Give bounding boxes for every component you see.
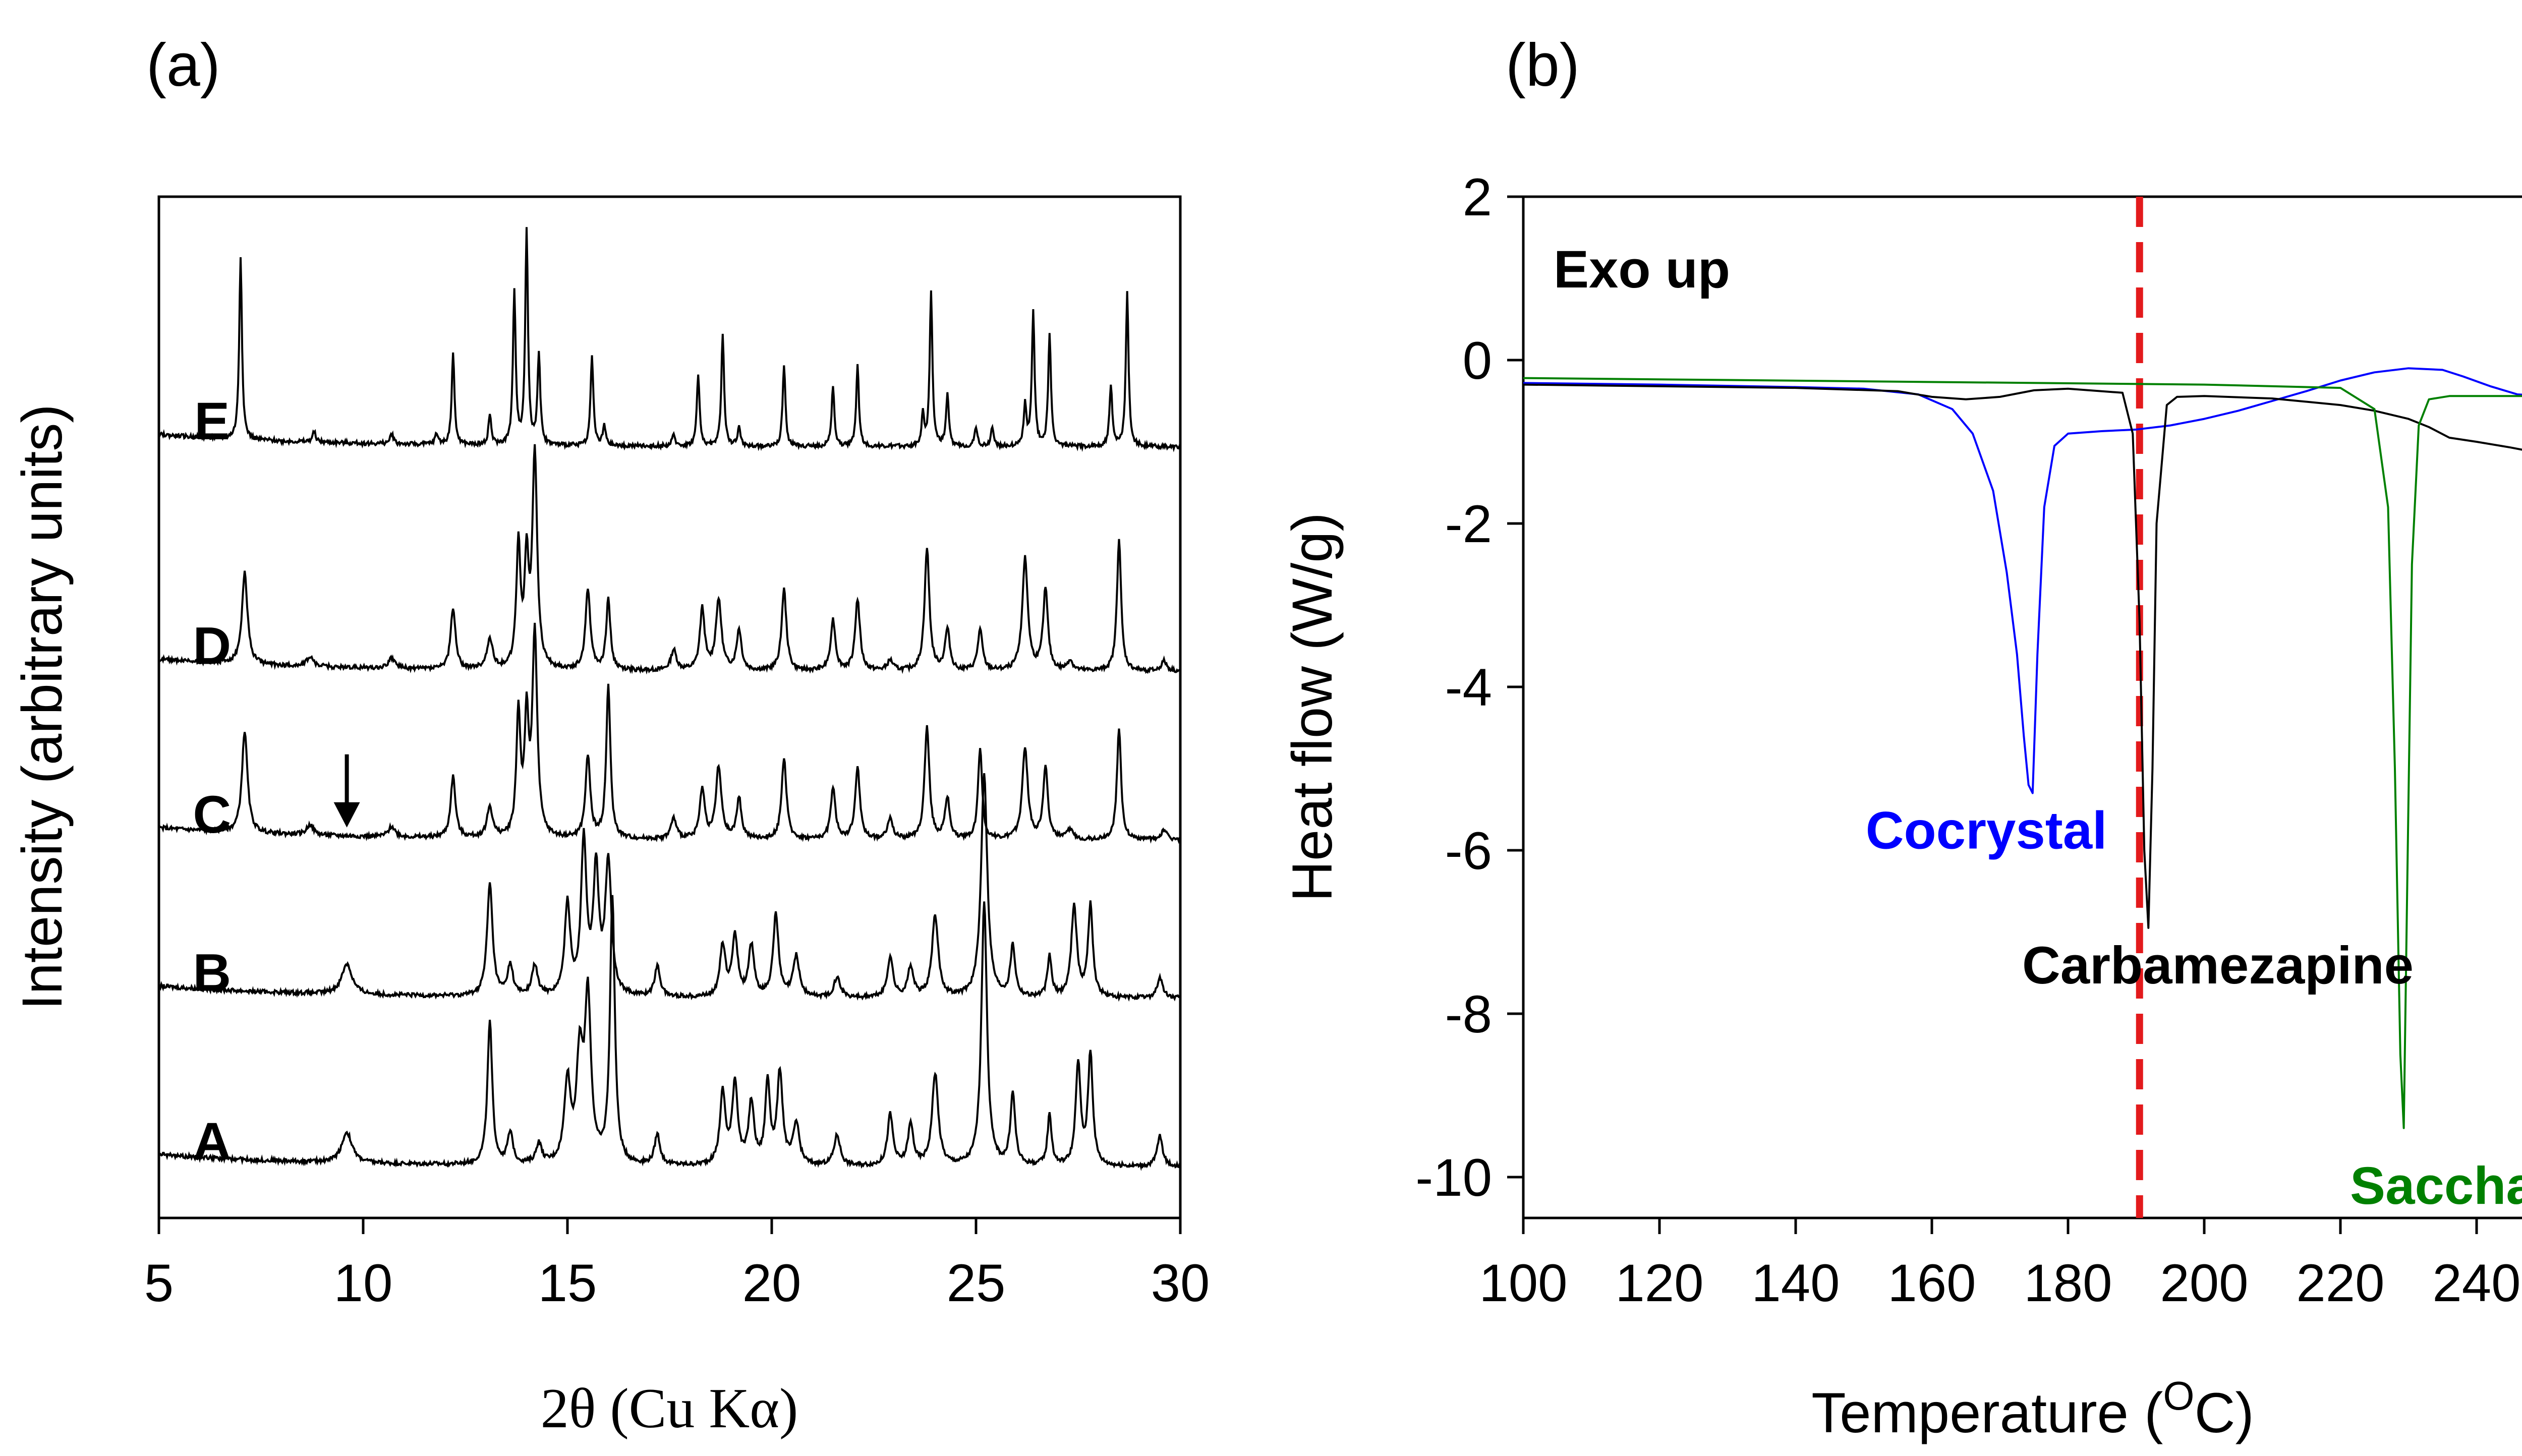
panel-a-y-axis-label: Intensity (arbitrary units) (11, 404, 74, 1010)
panel-b-series-labels: Cocrystal Carbamezapine Saccharin (1866, 801, 2522, 1216)
dsc-curve-carbamezapine (1523, 383, 2522, 929)
panel-b-x-axis-label-main: Temperature ( (1811, 1381, 2163, 1444)
panel-b: (b) 100 120 140 160 180 200 220 240 2 0 -2 -4 -6 -8 -1… (1281, 31, 2522, 1444)
series-label-b: B (193, 944, 231, 1003)
panel-b-y-tick-label: -10 (1415, 1148, 1492, 1207)
panel-b-y-tick-label: -8 (1445, 985, 1492, 1044)
panel-a-x-tick-label: 15 (538, 1254, 597, 1313)
dsc-curve-cocrystal (1523, 367, 2522, 794)
panel-b-annotation-exo-up: Exo up (1554, 240, 1730, 299)
panel-a-x-tick-label: 5 (144, 1254, 174, 1313)
xrd-pattern-c (158, 622, 1181, 844)
panel-b-label: (b) (1506, 31, 1580, 99)
panel-b-x-tick-label: 140 (1751, 1254, 1840, 1313)
xrd-pattern-e (158, 227, 1181, 452)
panel-b-x-axis-label-tail: C) (2195, 1381, 2254, 1444)
series-label-d: D (193, 617, 231, 676)
panel-b-x-tick-label: 180 (2024, 1254, 2112, 1313)
panel-b-plot-frame (1522, 195, 2522, 1219)
panel-b-x-axis-label-sup: O (2163, 1373, 2194, 1418)
panel-a-x-ticks (157, 1218, 1182, 1234)
panel-b-y-tick-label: 0 (1463, 331, 1492, 390)
panel-b-y-tick-label: -4 (1445, 658, 1492, 717)
panel-b-tick-labels: 100 120 140 160 180 200 220 240 2 0 -2 -4 -6 -8 -10 (1415, 168, 2520, 1313)
panel-b-x-tick-label: 220 (2296, 1254, 2384, 1313)
panel-b-x-tick-label: 240 (2432, 1254, 2520, 1313)
panel-a-series-labels: A B C D E (193, 392, 231, 1171)
series-label-c: C (193, 785, 231, 844)
panel-a: (a) 5 10 15 20 25 30 A B C D E 2θ (Cu Kα) Intensi… (11, 31, 1210, 1440)
series-label-saccharin: Saccharin (2350, 1156, 2522, 1215)
panel-b-x-axis-label: Temperature (OC) (1811, 1373, 2254, 1444)
panel-b-y-tick-label: -6 (1445, 822, 1492, 881)
series-label-carbamezapine: Carbamezapine (2022, 936, 2414, 995)
panel-a-x-axis-label: 2θ (Cu Kα) (541, 1377, 798, 1440)
xrd-pattern-b (158, 773, 1181, 1002)
panel-b-y-tick-label: 2 (1463, 168, 1492, 227)
panel-b-ticks (1507, 195, 2478, 1234)
series-label-a: A (193, 1112, 231, 1171)
arrow-head (333, 802, 360, 828)
series-label-cocrystal: Cocrystal (1866, 801, 2107, 860)
panel-a-x-tick-label: 20 (742, 1254, 801, 1313)
panel-b-series-group (1523, 367, 2522, 1129)
xrd-pattern-d (158, 444, 1181, 675)
panel-a-arrow-annotation (333, 754, 360, 828)
panel-b-y-tick-label: -2 (1445, 495, 1492, 554)
panel-a-plot-frame (157, 195, 1182, 1219)
dsc-curve-saccharin (1523, 377, 2522, 1129)
panel-a-x-tick-label: 30 (1151, 1254, 1210, 1313)
xrd-pattern-a (158, 895, 1181, 1171)
panel-a-x-tick-labels: 5 10 15 20 25 30 (144, 1254, 1210, 1313)
series-label-e: E (194, 392, 230, 451)
panel-a-x-tick-label: 25 (947, 1254, 1006, 1313)
panel-b-x-tick-label: 160 (1887, 1254, 1976, 1313)
panel-b-x-tick-label: 100 (1479, 1254, 1567, 1313)
panel-b-x-tick-label: 120 (1615, 1254, 1703, 1313)
panel-a-label: (a) (146, 31, 220, 99)
panel-a-x-tick-label: 10 (334, 1254, 393, 1313)
panel-a-series-group (158, 227, 1181, 1171)
panel-b-x-tick-label: 200 (2160, 1254, 2248, 1313)
panel-b-y-axis-label: Heat flow (W/g) (1281, 512, 1344, 902)
